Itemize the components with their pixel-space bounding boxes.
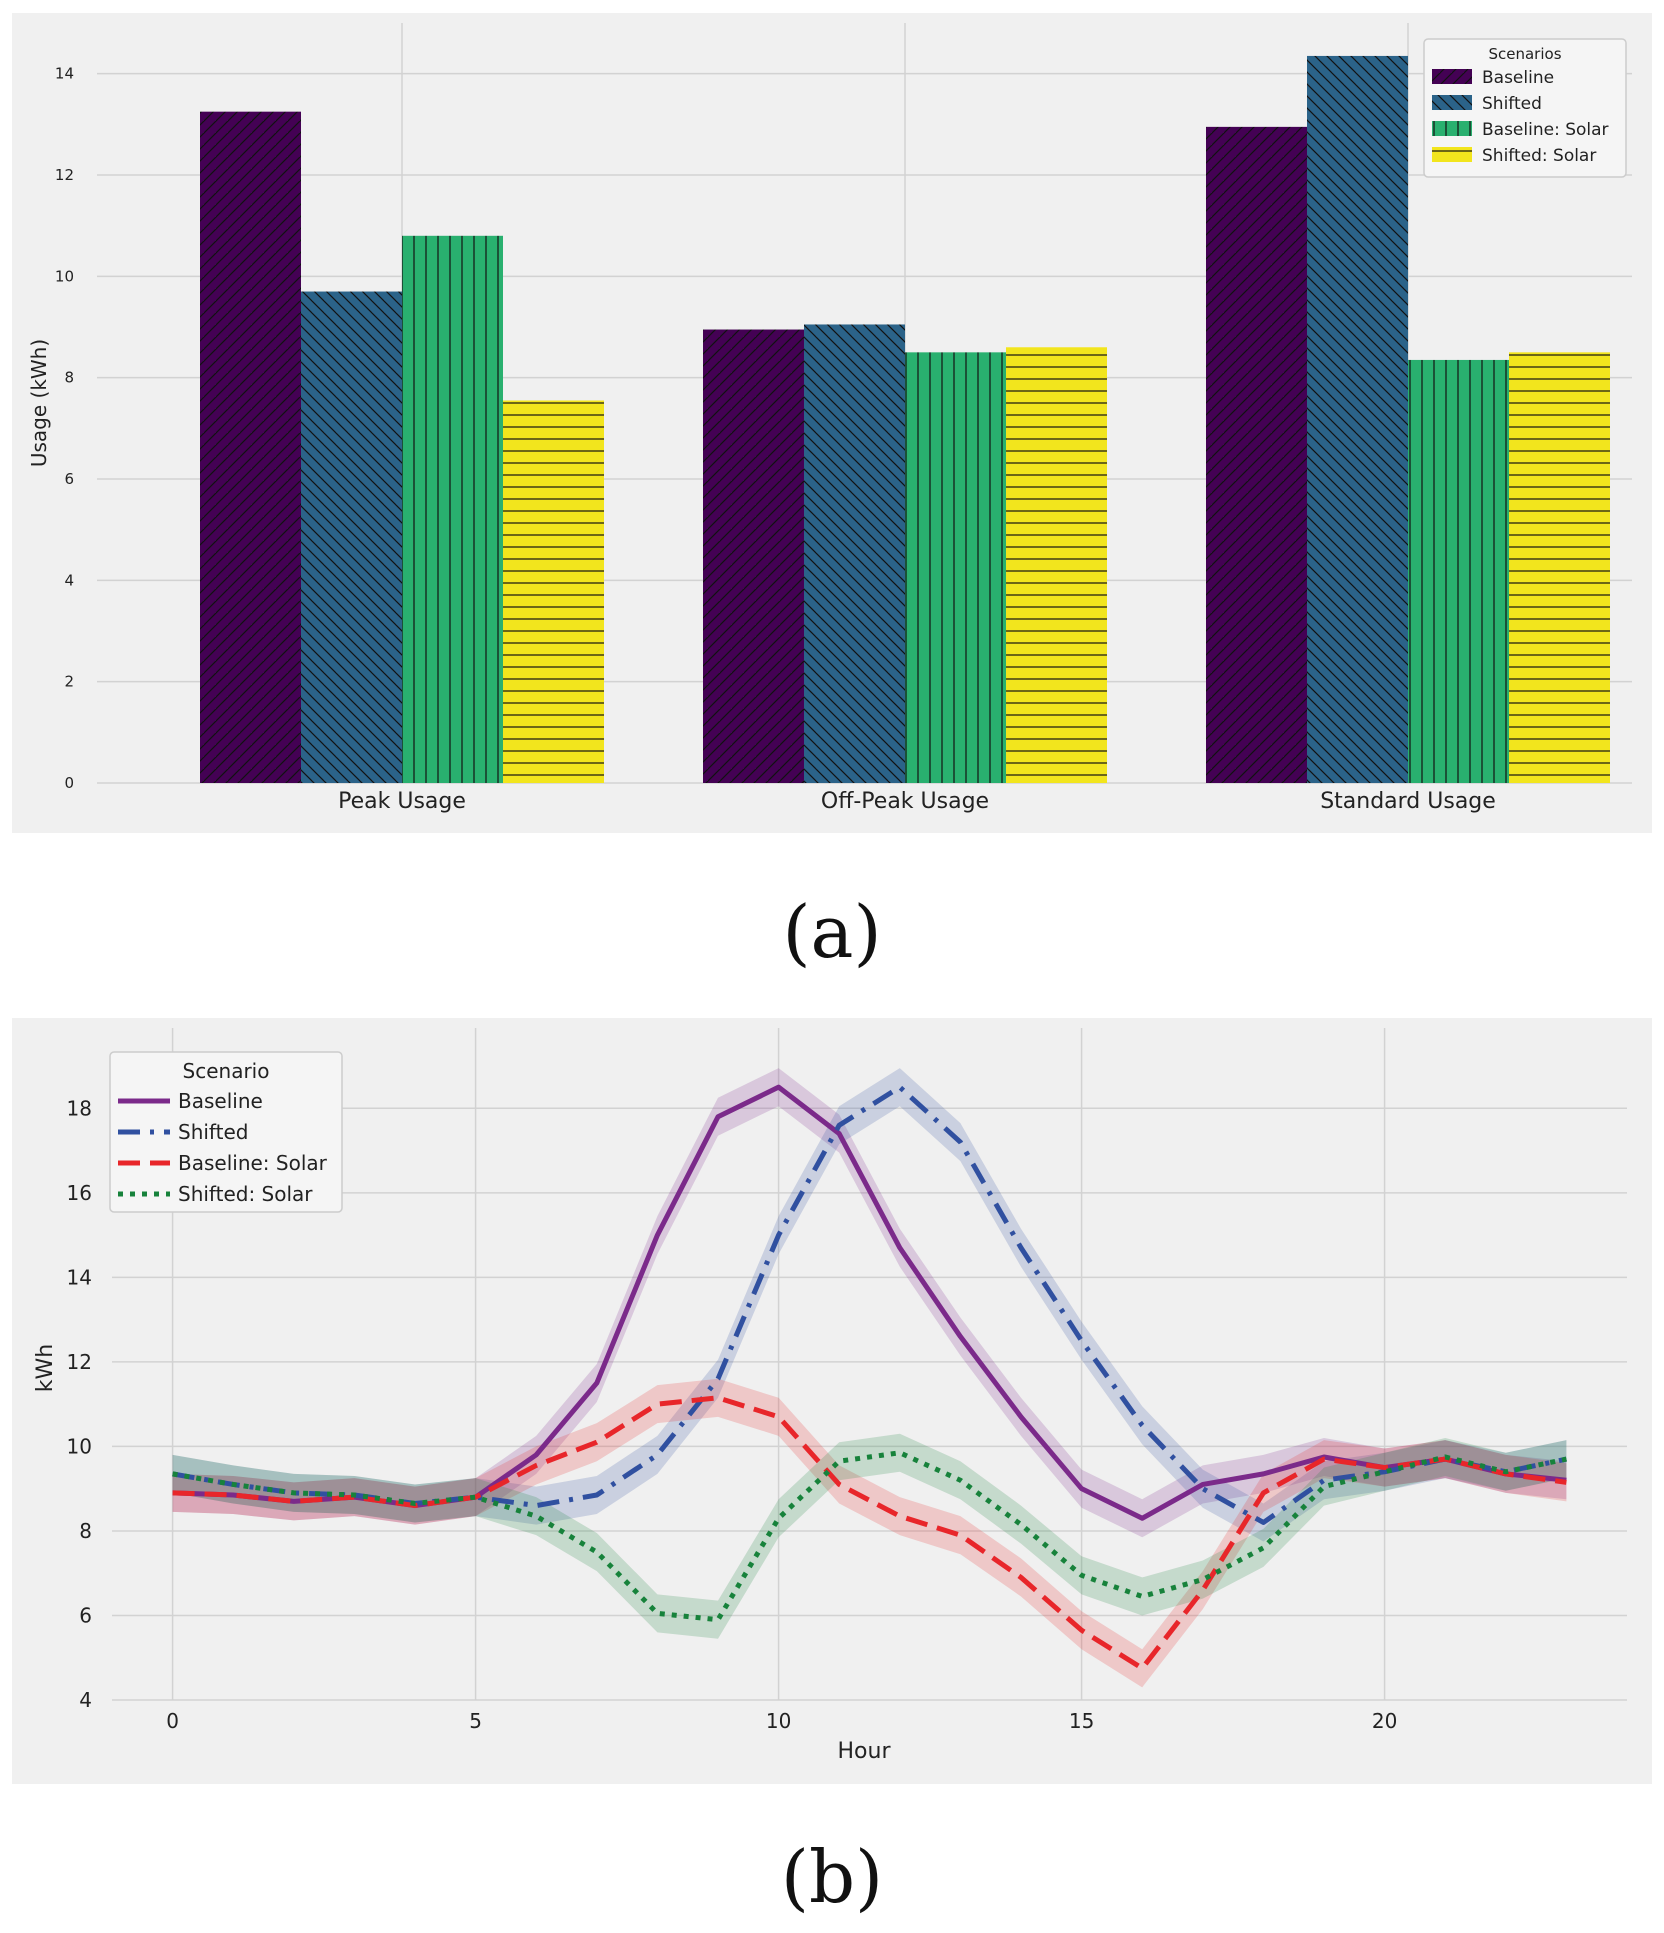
line-chart-panel: 4 6 8 10 12 14 16 18 0 5 10 15 20 Hour kWh Scenario Base… [12,1018,1652,1784]
caption-b: (b) [780,1835,884,1919]
legend-swatch [1432,95,1472,110]
y-tick-label: 10 [67,1434,92,1458]
line-baseline-solar [172,1395,1567,1671]
legend-title: Scenarios [1488,45,1561,63]
y-tick-label: 6 [79,1603,92,1627]
legend-box [109,1051,343,1213]
legend-swatch [1432,147,1472,162]
y-tick-label: 6 [64,470,74,488]
legend-label: Baseline: Solar [1482,120,1609,140]
bar-shifted-2 [1307,55,1408,783]
legend: Scenarios Baseline Shifted Baseline: Solar S… [1423,38,1627,178]
band-shifted-solar [172,1433,1567,1639]
bar-baseline-solar-0 [402,235,503,784]
legend-label: Baseline [1482,68,1554,88]
confidence-bands [172,1068,1567,1688]
line-chart: 4 6 8 10 12 14 16 18 0 5 10 15 20 Hour kWh Scenario Base… [33,1028,1627,1764]
x-tick-label: 20 [1372,1709,1397,1733]
bar-chart: 0 2 4 6 8 10 12 14 Peak Usage Off-Peak Usage Stand… [27,23,1632,814]
x-tick-label: 5 [469,1709,482,1733]
bar-baseline-solar-2 [1408,359,1509,783]
legend-label: Baseline [178,1089,263,1113]
legend-label: Shifted: Solar [178,1182,313,1206]
y-axis-label: Usage (kWh) [27,339,51,467]
bar-shifted-solar-0 [503,400,604,783]
legend-label: Shifted [1482,94,1542,114]
y-tick-label: 2 [64,673,74,691]
legend: Scenario Baseline Shifted Baseline: Solar Sh… [109,1051,343,1213]
y-tick-label: 14 [67,1265,92,1289]
bar-shifted-solar-1 [1006,347,1107,783]
y-tick-label: 10 [55,267,74,285]
bar-baseline-2 [1206,126,1307,783]
legend-box [1423,38,1627,178]
band-baseline-solar [172,1378,1567,1688]
y-tick-label: 12 [67,1350,92,1374]
y-axis-label: kWh [33,1344,58,1392]
y-tick-label: 18 [67,1096,92,1120]
y-tick-label: 0 [64,774,74,792]
x-tick-label: Peak Usage [338,789,466,814]
y-tick-label: 4 [64,571,74,589]
y-tick-label: 16 [67,1181,92,1205]
bar-baseline-solar-1 [905,352,1006,783]
bar-shifted-1 [804,324,905,783]
x-tick-label: 15 [1069,1709,1094,1733]
x-tick-label: 10 [766,1709,791,1733]
x-tick-label: Standard Usage [1320,789,1496,814]
bar-shifted-0 [301,291,402,783]
legend-title: Scenario [183,1059,270,1083]
bar-baseline-0 [200,111,301,783]
legend-swatch [1432,121,1472,136]
legend-label: Baseline: Solar [178,1151,328,1175]
bar-shifted-solar-2 [1509,352,1610,783]
legend-label: Shifted [178,1120,248,1144]
legend-label: Shifted: Solar [1482,146,1596,166]
x-axis-label: Hour [838,1739,892,1764]
bar-baseline-1 [703,329,804,783]
legend-swatch [1432,69,1472,84]
y-tick-label: 8 [64,369,74,387]
bar-chart-panel: 0 2 4 6 8 10 12 14 Peak Usage Off-Peak Usage Stand… [12,13,1652,833]
x-tick-label: Off-Peak Usage [821,789,989,814]
y-tick-label: 12 [55,166,74,184]
caption-a: (a) [782,890,882,974]
y-tick-label: 8 [79,1519,92,1543]
band-baseline [172,1068,1567,1538]
y-tick-label: 4 [79,1688,92,1712]
line-shifted-solar [172,1450,1567,1623]
x-tick-label: 0 [166,1709,179,1733]
y-tick-label: 14 [55,65,74,83]
